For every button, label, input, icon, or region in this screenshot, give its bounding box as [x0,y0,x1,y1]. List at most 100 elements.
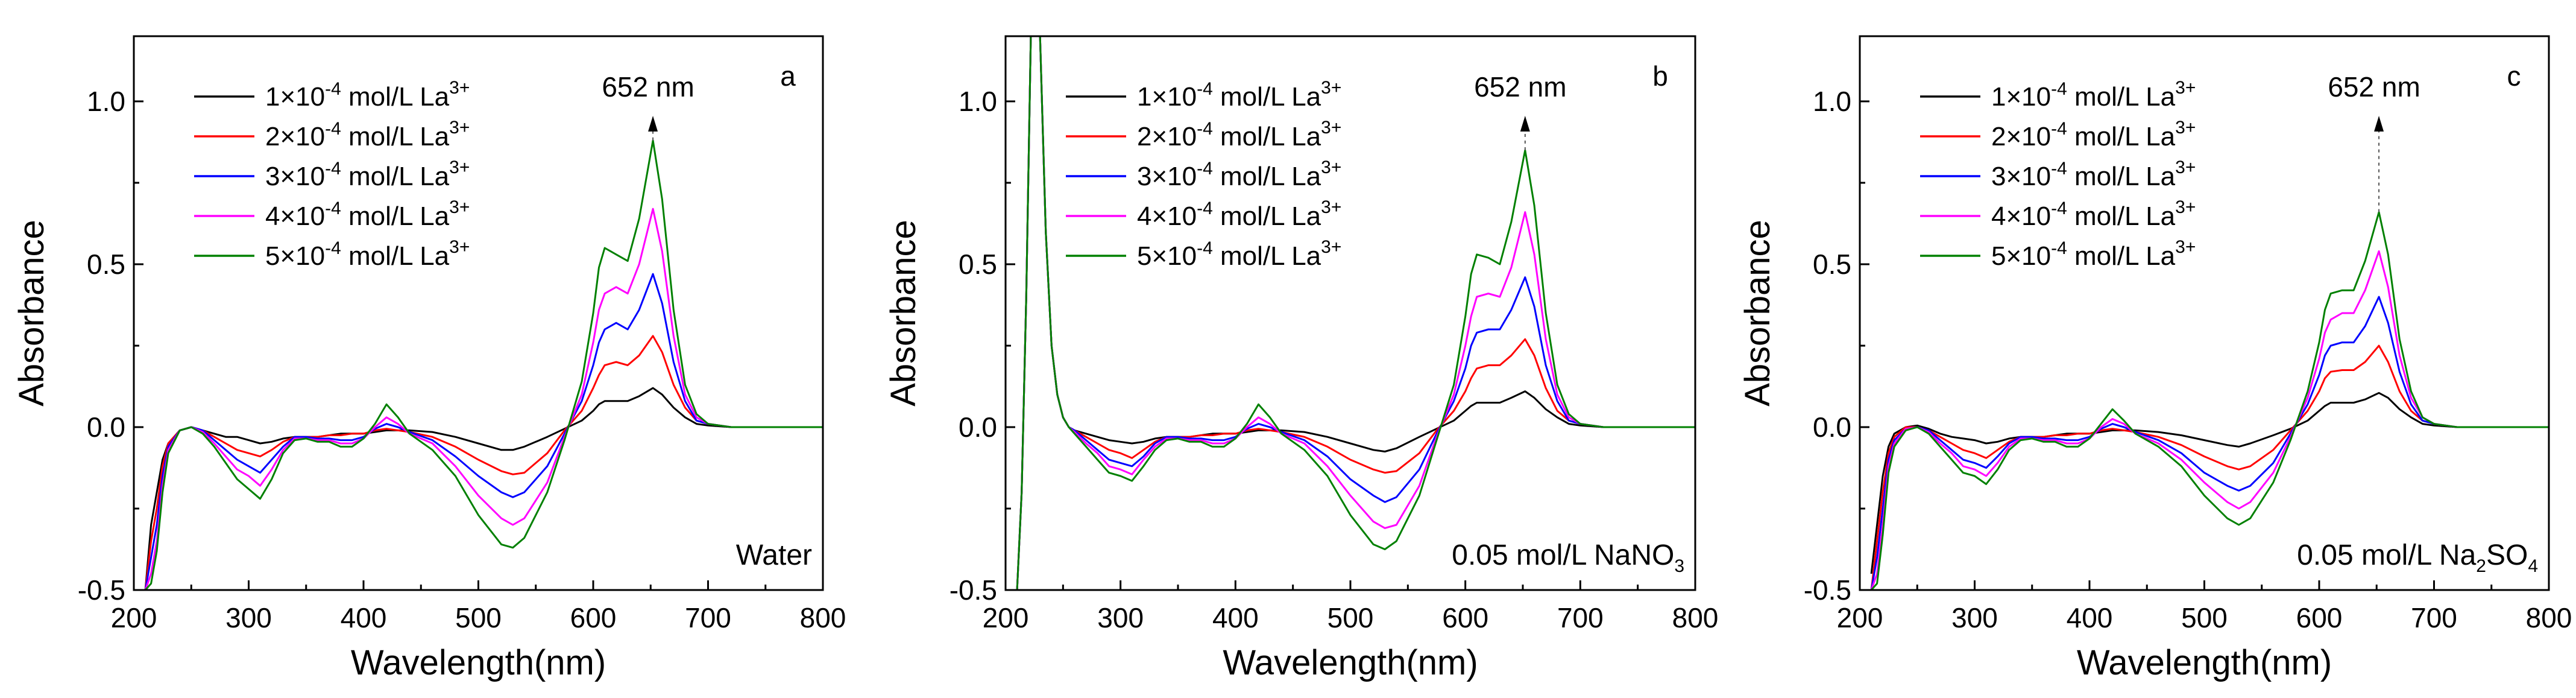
series-line-1 [144,387,823,590]
plot-frame [133,35,824,591]
peak-annotation: 652 nm [1474,71,1566,103]
legend-coefficient: 1×10 [1137,82,1197,112]
series-line-4 [1012,36,1695,590]
series-line-2 [1012,36,1695,590]
y-tick-label: -0.5 [949,574,997,606]
legend-ion-charge: 3+ [2175,78,2196,98]
legend-exponent: -4 [1197,79,1213,99]
legend-exponent: -4 [2051,119,2067,139]
y-tick-label: 0.5 [1813,249,1851,280]
series-line-4 [144,208,823,590]
legend-entry: 1×10-4 mol/L La3+ [1137,78,1341,112]
y-tick-label: 1.0 [959,86,997,117]
panel-a: 652 nm 200 300 400 500 600 700 800 -0.5 0.0 0.5 1.0… [12,35,846,682]
x-tick-label: 500 [2181,602,2228,633]
condition-text: Water [736,539,812,571]
legend-unit: mol/L La [1213,122,1321,151]
peak-marker-arrow [2374,116,2384,132]
legend-exponent: -4 [325,119,341,139]
panel-label: a [780,60,796,92]
legend-entry: 2×10-4 mol/L La3+ [1137,118,1341,151]
legend-ion-charge: 3+ [1321,78,1341,98]
x-tick-label: 700 [2411,602,2457,633]
series-line-5 [144,139,823,590]
legend-entry: 2×10-4 mol/L La3+ [1991,118,2196,151]
x-tick-label: 400 [1212,602,1259,633]
legend-coefficient: 5×10 [1991,241,2051,271]
condition-tail: SO [2486,539,2528,571]
series-line-3 [1870,296,2549,590]
condition-label: 0.05 mol/L Na2SO4 [2297,539,2538,576]
series-line-2 [144,335,823,590]
legend-exponent: -4 [1197,119,1213,139]
plot-frame [1004,35,1696,591]
x-tick-label: 200 [983,602,1029,633]
legend-exponent: -4 [1197,238,1213,258]
legend-coefficient: 3×10 [265,162,325,191]
x-tick-label: 800 [2526,602,2572,633]
x-tick-label: 500 [455,602,502,633]
condition-text: 0.05 mol/L Na [2297,539,2476,571]
x-tick-label: 500 [1327,602,1374,633]
peak-marker-arrow [648,116,658,132]
x-tick-label: 400 [341,602,387,633]
plot-frame [1859,35,2550,591]
panel-b: 652 nm 200 300 400 500 600 700 800 -0.5 0.0 0.5 1.0… [884,35,1719,682]
legend-ion-charge: 3+ [449,157,470,177]
legend-ion-charge: 3+ [449,197,470,217]
legend-exponent: -4 [325,238,341,258]
legend-exponent: -4 [2051,198,2067,218]
x-tick-label: 300 [225,602,272,633]
x-tick-label: 600 [2296,602,2343,633]
legend-unit: mol/L La [341,82,450,112]
legend-coefficient: 5×10 [265,241,325,271]
legend-unit: mol/L La [2067,122,2176,151]
condition-subscript-2: 4 [2528,556,2538,576]
x-axis-title: Wavelength(nm) [351,643,606,682]
legend-ion-charge: 3+ [1321,118,1341,138]
legend-exponent: -4 [325,198,341,218]
legend-ion-charge: 3+ [449,78,470,98]
legend-coefficient: 2×10 [265,122,325,151]
legend-entry: 3×10-4 mol/L La3+ [265,157,470,191]
legend-entry: 4×10-4 mol/L La3+ [1137,197,1341,231]
legend-coefficient: 2×10 [1137,122,1197,151]
peak-annotation: 652 nm [602,71,694,103]
legend-unit: mol/L La [341,162,450,191]
legend-unit: mol/L La [341,122,450,151]
legend-ion-charge: 3+ [1321,197,1341,217]
y-tick-label: -0.5 [1804,574,1851,606]
panel-label: b [1652,60,1668,92]
x-tick-label: 800 [1672,602,1719,633]
legend-entry: 5×10-4 mol/L La3+ [1137,237,1341,271]
x-tick-label: 800 [800,602,846,633]
x-tick-label: 700 [685,602,731,633]
legend-unit: mol/L La [1213,82,1321,112]
legend-exponent: -4 [325,79,341,99]
legend-entry: 3×10-4 mol/L La3+ [1991,157,2196,191]
x-tick-label: 200 [1837,602,1883,633]
legend-ion-charge: 3+ [2175,157,2196,177]
condition-subscript: 2 [2476,556,2486,576]
legend-entry: 1×10-4 mol/L La3+ [265,78,470,112]
x-tick-label: 700 [1557,602,1604,633]
series-line-4 [1870,250,2549,590]
legend-entry: 2×10-4 mol/L La3+ [265,118,470,151]
x-axis-title: Wavelength(nm) [1223,643,1478,682]
legend-coefficient: 2×10 [1991,122,2051,151]
y-tick-label: 1.0 [87,86,125,117]
x-tick-label: 200 [111,602,157,633]
series-line-3 [1012,36,1695,590]
legend-exponent: -4 [2051,159,2067,179]
x-axis-title: Wavelength(nm) [2077,643,2332,682]
legend-entry: 4×10-4 mol/L La3+ [265,197,470,231]
legend-unit: mol/L La [2067,241,2176,271]
x-tick-label: 600 [570,602,617,633]
legend-coefficient: 4×10 [1137,201,1197,231]
legend-ion-charge: 3+ [449,237,470,257]
series-group [1870,211,2549,590]
legend-coefficient: 4×10 [265,201,325,231]
x-tick-label: 600 [1442,602,1488,633]
series-line-2 [1870,344,2549,590]
